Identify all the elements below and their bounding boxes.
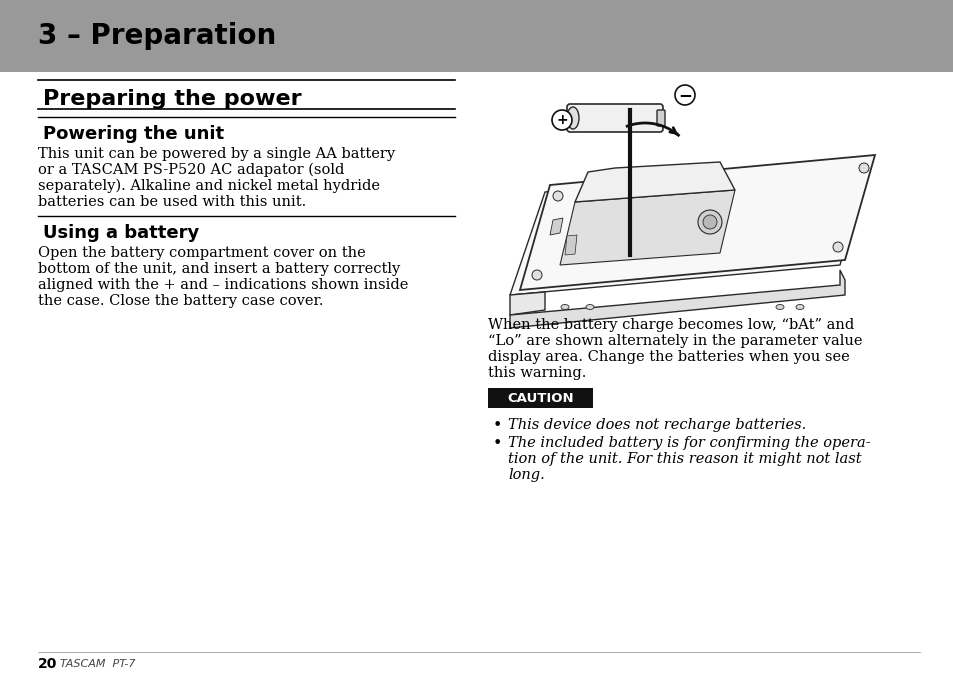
Circle shape xyxy=(858,163,868,173)
Text: This unit can be powered by a single AA battery: This unit can be powered by a single AA … xyxy=(38,147,395,161)
Text: •: • xyxy=(493,436,502,451)
Circle shape xyxy=(698,210,721,234)
Circle shape xyxy=(832,242,842,252)
Text: the case. Close the battery case cover.: the case. Close the battery case cover. xyxy=(38,294,323,308)
Text: 3 – Preparation: 3 – Preparation xyxy=(38,22,276,50)
Text: long.: long. xyxy=(507,468,544,482)
Text: Powering the unit: Powering the unit xyxy=(43,125,224,143)
Polygon shape xyxy=(564,235,577,255)
Circle shape xyxy=(552,110,572,130)
Ellipse shape xyxy=(775,305,783,309)
Text: batteries can be used with this unit.: batteries can be used with this unit. xyxy=(38,195,306,209)
Text: display area. Change the batteries when you see: display area. Change the batteries when … xyxy=(488,350,849,364)
Text: or a TASCAM PS-P520 AC adapator (sold: or a TASCAM PS-P520 AC adapator (sold xyxy=(38,163,344,178)
Text: When the battery charge becomes low, “bAt” and: When the battery charge becomes low, “bA… xyxy=(488,318,853,332)
Text: The included battery is for confirming the opera-: The included battery is for confirming t… xyxy=(507,436,870,450)
Text: •: • xyxy=(493,418,502,433)
Polygon shape xyxy=(510,270,844,328)
Bar xyxy=(0,0,953,72)
Text: “Lo” are shown alternately in the parameter value: “Lo” are shown alternately in the parame… xyxy=(488,334,862,348)
Polygon shape xyxy=(519,155,874,290)
Text: This device does not recharge batteries.: This device does not recharge batteries. xyxy=(507,418,805,432)
Ellipse shape xyxy=(795,305,803,309)
Circle shape xyxy=(702,215,717,229)
Text: bottom of the unit, and insert a battery correctly: bottom of the unit, and insert a battery… xyxy=(38,262,400,276)
Polygon shape xyxy=(550,218,562,235)
Text: Open the battery compartment cover on the: Open the battery compartment cover on th… xyxy=(38,246,365,260)
Text: −: − xyxy=(678,86,691,104)
Text: CAUTION: CAUTION xyxy=(507,392,573,405)
Text: tion of the unit. For this reason it might not last: tion of the unit. For this reason it mig… xyxy=(507,452,861,466)
Ellipse shape xyxy=(585,305,594,309)
Text: TASCAM  PT-7: TASCAM PT-7 xyxy=(60,659,135,669)
Text: Using a battery: Using a battery xyxy=(43,224,199,242)
Ellipse shape xyxy=(560,305,568,309)
Polygon shape xyxy=(575,162,734,202)
Text: separately). Alkaline and nickel metal hydride: separately). Alkaline and nickel metal h… xyxy=(38,179,379,193)
Polygon shape xyxy=(510,160,869,295)
Circle shape xyxy=(532,270,541,280)
Circle shape xyxy=(553,191,562,201)
FancyBboxPatch shape xyxy=(566,104,662,132)
Text: +: + xyxy=(556,113,567,127)
Text: this warning.: this warning. xyxy=(488,366,586,380)
Bar xyxy=(488,388,593,408)
Text: aligned with the + and – indications shown inside: aligned with the + and – indications sho… xyxy=(38,278,408,292)
Text: 20: 20 xyxy=(38,657,57,671)
FancyBboxPatch shape xyxy=(657,110,664,126)
Polygon shape xyxy=(510,292,544,315)
Circle shape xyxy=(675,85,695,105)
Polygon shape xyxy=(559,190,734,265)
Text: Preparing the power: Preparing the power xyxy=(43,89,301,109)
Ellipse shape xyxy=(566,107,578,129)
